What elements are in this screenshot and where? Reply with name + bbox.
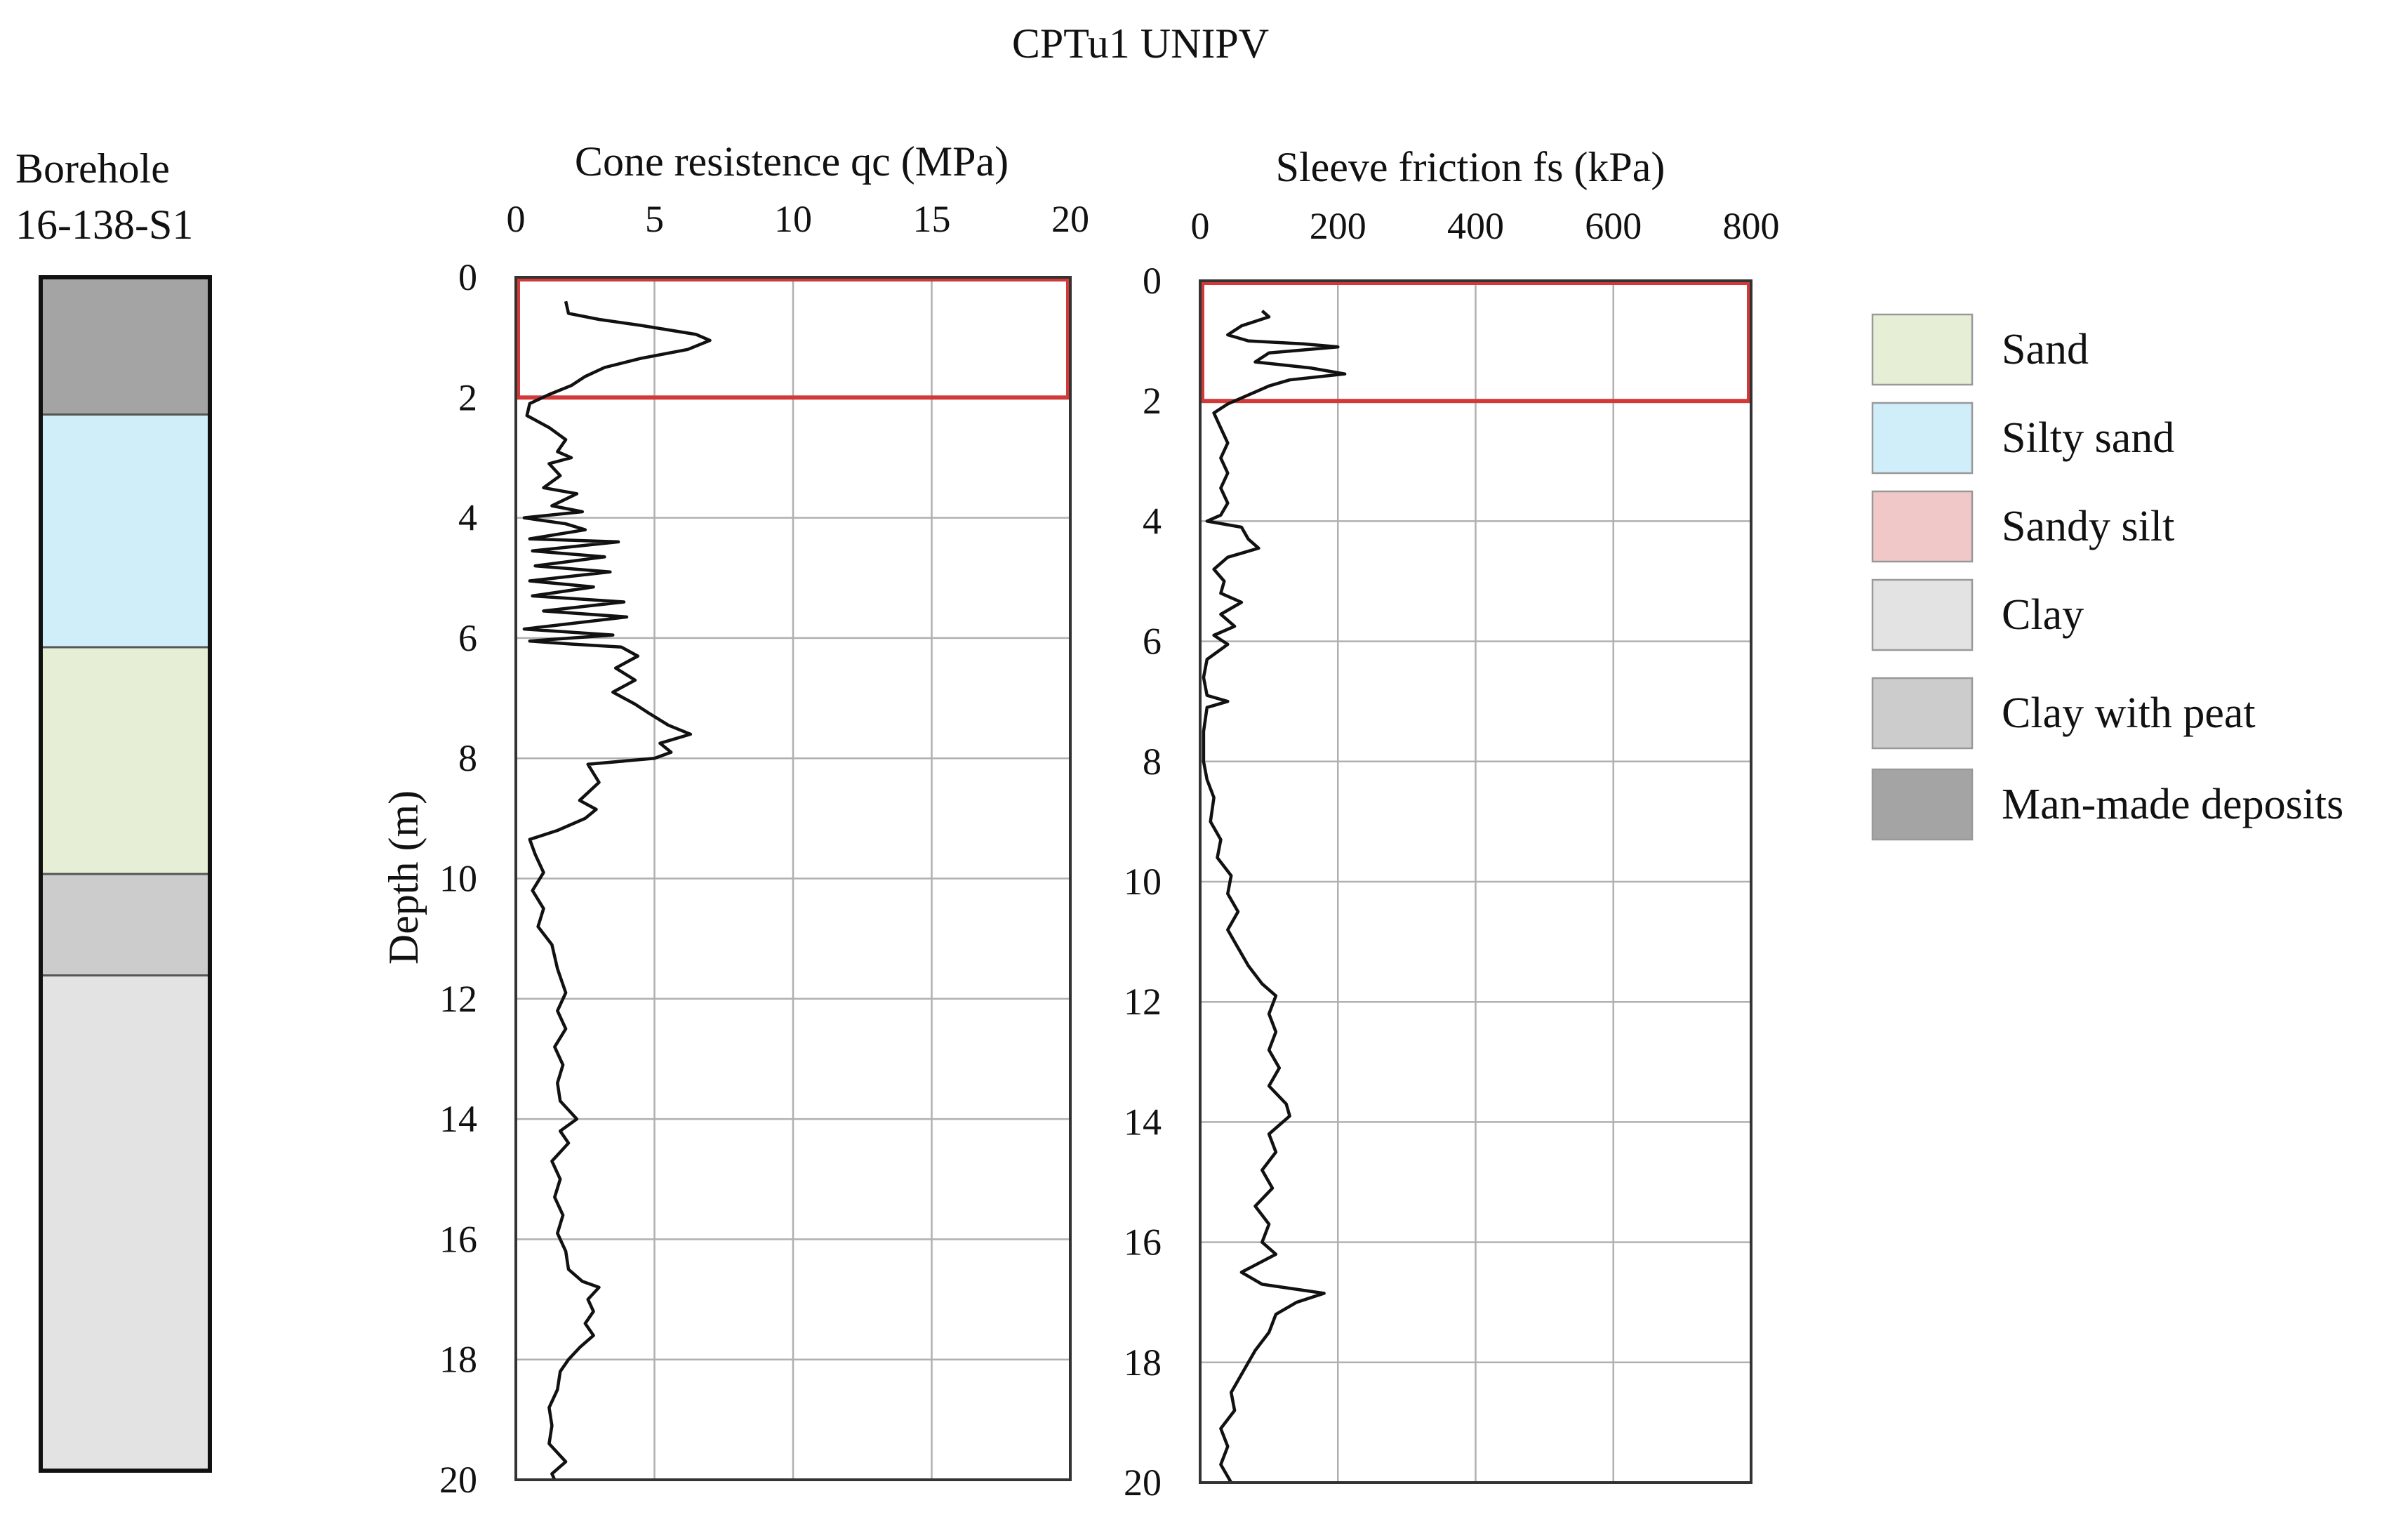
legend-swatch	[1871, 313, 1974, 386]
qc-y-tick-label: 2	[458, 376, 477, 418]
sleeve-friction-panel: Sleeve friction fs (kPa) 0 200 400 600 800 0…	[1124, 144, 1780, 1504]
fs-x-tick-label: 0	[1191, 205, 1210, 247]
fs-x-tick-label: 600	[1585, 205, 1642, 247]
borehole-outline	[39, 275, 212, 1473]
qc-x-tick-label: 0	[507, 198, 526, 240]
fs-x-tick-label: 400	[1447, 205, 1504, 247]
figure-title: CPTu1 UNIPV	[1012, 20, 1269, 67]
fs-x-tick-labels: 0 200 400 600 800	[1191, 205, 1780, 247]
qc-x-tick-label: 5	[645, 198, 664, 240]
fs-highlight-box	[1200, 281, 1751, 404]
qc-y-tick-label: 4	[458, 497, 477, 539]
fs-chart-title: Sleeve friction fs (kPa)	[1276, 144, 1665, 190]
borehole-layer-silty-sand	[41, 414, 210, 647]
legend-label: Clay	[2002, 591, 2084, 639]
fs-x-tick-label: 200	[1310, 205, 1366, 247]
qc-plot-frame	[514, 276, 1072, 1481]
legend-swatch	[1871, 402, 1974, 475]
legend-label: Sandy silt	[2002, 503, 2174, 550]
legend-swatch	[1871, 490, 1974, 563]
qc-y-tick-label: 10	[439, 858, 477, 900]
fs-y-tick-label: 4	[1143, 500, 1162, 542]
qc-highlight-box	[516, 277, 1070, 400]
legend-item-sandy-silt: Sandy silt	[1871, 490, 2174, 563]
qc-series-line	[522, 300, 712, 1480]
qc-y-tick-labels: 0 2 4 6 8 10 12 14 16 18 20	[439, 256, 477, 1501]
borehole-layer-man-made-deposits	[41, 277, 210, 415]
qc-x-tick-label: 20	[1051, 198, 1089, 240]
fs-y-tick-label: 10	[1124, 861, 1162, 903]
fs-y-tick-label: 12	[1124, 981, 1162, 1023]
qc-y-tick-label: 16	[439, 1218, 477, 1260]
legend-label: Silty sand	[2002, 414, 2174, 462]
legend-label: Man-made deposits	[2002, 781, 2343, 828]
fs-x-tick-label: 800	[1723, 205, 1780, 247]
legend-label: Sand	[2002, 326, 2089, 373]
fs-y-tick-labels: 0 2 4 6 8 10 12 14 16 18 20	[1124, 260, 1162, 1504]
fs-y-tick-label: 6	[1143, 621, 1162, 663]
legend-swatch	[1871, 768, 1974, 841]
borehole-label-line1: Borehole	[15, 145, 170, 192]
qc-y-tick-label: 14	[439, 1098, 477, 1140]
qc-y-axis-label: Depth (m)	[380, 790, 427, 965]
fs-plot-frame	[1199, 279, 1752, 1484]
borehole-layer-clay-with-peat	[41, 874, 210, 976]
qc-y-tick-label: 12	[439, 978, 477, 1020]
legend-item-silty-sand: Silty sand	[1871, 402, 2174, 475]
legend-item-clay-with-peat: Clay with peat	[1871, 677, 2256, 750]
fs-y-tick-label: 8	[1143, 741, 1162, 783]
borehole-column: Borehole 16-138-S1	[15, 145, 212, 1473]
fs-y-tick-label: 20	[1124, 1462, 1162, 1504]
fs-y-tick-label: 0	[1143, 260, 1162, 302]
borehole-label-line2: 16-138-S1	[15, 201, 193, 248]
legend-label: Clay with peat	[2002, 689, 2256, 737]
legend-item-sand: Sand	[1871, 313, 2089, 386]
fs-y-tick-label: 2	[1143, 380, 1162, 422]
soil-legend: Sand Silty sand Sandy silt Clay Clay with pe…	[1871, 313, 2343, 841]
qc-y-tick-label: 18	[439, 1339, 477, 1381]
qc-chart-title: Cone resistence qc (MPa)	[575, 138, 1009, 185]
qc-y-tick-label: 0	[458, 256, 477, 298]
qc-y-tick-label: 20	[439, 1459, 477, 1501]
qc-x-tick-label: 10	[774, 198, 812, 240]
legend-swatch	[1871, 677, 1974, 750]
borehole-layer-sand	[41, 647, 210, 874]
qc-y-tick-label: 6	[458, 617, 477, 659]
legend-item-clay: Clay	[1871, 578, 2084, 651]
fs-grid	[1199, 279, 1752, 1484]
fs-series-line	[1202, 310, 1347, 1484]
qc-y-tick-label: 8	[458, 737, 477, 779]
qc-grid	[514, 276, 1072, 1481]
legend-item-man-made-deposits: Man-made deposits	[1871, 768, 2343, 841]
legend-swatch	[1871, 578, 1974, 651]
fs-y-tick-label: 16	[1124, 1221, 1162, 1264]
fs-y-tick-label: 18	[1124, 1341, 1162, 1384]
fs-y-tick-label: 14	[1124, 1101, 1162, 1143]
borehole-layer-clay	[41, 975, 210, 1471]
qc-x-tick-labels: 0 5 10 15 20	[507, 198, 1090, 240]
cone-resistance-panel: Cone resistence qc (MPa) 0 5 10 15 20 0 2 4 6 8 1…	[380, 138, 1089, 1501]
borehole-layers	[41, 277, 210, 1471]
qc-x-tick-label: 15	[913, 198, 951, 240]
